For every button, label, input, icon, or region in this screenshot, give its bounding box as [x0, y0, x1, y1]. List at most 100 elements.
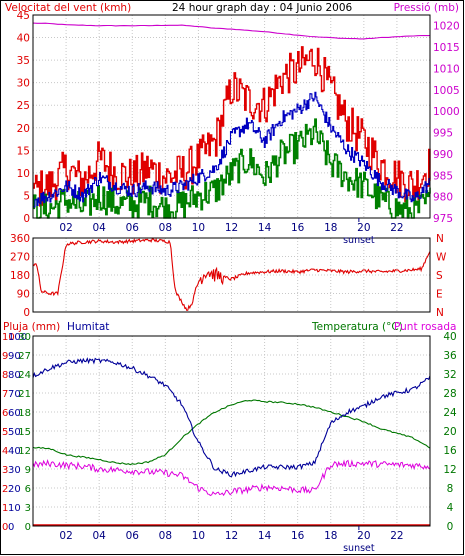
wind-speed-tick: 45 [17, 10, 30, 22]
x-tick-label: 18 [324, 222, 337, 234]
wind-gust-line [33, 46, 431, 207]
wind-avg-line [33, 91, 431, 208]
direction-tick: 0 [23, 307, 30, 319]
sunset-label: sunset [343, 543, 375, 554]
humidity-axis-label: Humitat [67, 321, 109, 333]
humidity-tick: 80 [8, 370, 21, 381]
temperature-left-tick: 0 [25, 522, 31, 533]
direction-tick: 360 [10, 233, 30, 245]
rain-tick: 3 [2, 465, 8, 476]
temperature-right-tick: 4 [447, 502, 454, 514]
rain-axis-label: Pluja (mm) [3, 321, 60, 333]
x-tick-label: 12 [225, 222, 238, 234]
temperature-right-tick: 0 [447, 521, 454, 533]
sunset-label: sunset [343, 235, 375, 246]
temperature-left-tick: 18 [18, 408, 31, 419]
humidity-tick: 10 [8, 503, 21, 514]
pressure-tick: 980 [433, 192, 453, 204]
rain-tick: 4 [2, 446, 8, 457]
x-tick-label: 08 [159, 530, 172, 542]
temperature-right-tick: 16 [443, 445, 457, 457]
x-tick-label: 20 [357, 530, 370, 542]
direction-tick: 90 [17, 289, 30, 301]
temperature-left-tick: 24 [18, 370, 31, 381]
wind-speed-tick: 40 [17, 33, 30, 45]
compass-label: W [436, 252, 447, 264]
rain-tick: 5 [2, 427, 8, 438]
wind-speed-tick: 15 [17, 145, 30, 157]
wind-speed-axis-label: Velocitat del vent (kmh) [5, 2, 131, 14]
temperature-right-tick: 20 [443, 426, 456, 438]
rain-tick: 2 [2, 484, 8, 495]
x-tick-label: 02 [59, 222, 72, 234]
rain-tick: 9 [2, 351, 8, 362]
temperature-left-tick: 9 [25, 465, 31, 476]
wind-direction-line [32, 238, 431, 312]
rain-tick: 8 [2, 370, 8, 381]
wind-speed-tick: 5 [23, 190, 30, 202]
temperature-right-tick: 40 [443, 331, 456, 343]
x-tick-label: 14 [258, 222, 272, 234]
wind-speed-tick: 30 [17, 78, 30, 90]
compass-label: N [436, 307, 444, 319]
series-layer [32, 22, 431, 526]
x-tick-label: 20 [357, 222, 370, 234]
pressure-tick: 1000 [433, 106, 460, 118]
temperature-line [32, 399, 431, 466]
rain-tick: 7 [2, 389, 8, 400]
wind-speed-tick: 20 [17, 123, 30, 135]
rain-tick: 1 [2, 503, 8, 514]
temperature-left-tick: 27 [18, 351, 31, 362]
humidity-tick: 40 [8, 446, 21, 457]
temperature-left-tick: 3 [25, 503, 31, 514]
temperature-axis-label: Temperatura (°C) [311, 321, 403, 333]
compass-label: N [436, 233, 444, 245]
temperature-left-tick: 15 [18, 427, 31, 438]
wind-speed-tick: 10 [17, 168, 30, 180]
rain-tick: 6 [2, 408, 8, 419]
rain-tick: 10 [2, 332, 15, 343]
temperature-left-tick: 6 [25, 484, 31, 495]
wind-min-line [33, 118, 431, 219]
wind-speed-tick: 0 [23, 213, 30, 225]
temperature-left-tick: 30 [18, 332, 31, 343]
compass-label: E [436, 289, 443, 301]
chart-title: 24 hour graph day : 04 Junio 2006 [172, 2, 353, 14]
temperature-right-tick: 28 [443, 388, 456, 400]
pressure-line [32, 22, 430, 40]
pressure-tick: 1015 [433, 42, 460, 54]
plot-frame-1 [32, 14, 431, 219]
pressure-tick: 990 [433, 149, 453, 161]
x-tick-label: 18 [324, 530, 337, 542]
dewpoint-axis-label: Punt rosada [394, 321, 456, 333]
humidity-tick: 30 [8, 465, 21, 476]
temperature-right-tick: 12 [443, 464, 456, 476]
humidity-tick: 50 [8, 427, 21, 438]
wind-speed-tick: 25 [17, 100, 30, 112]
humidity-tick: 60 [8, 408, 21, 419]
x-tick-label: 02 [59, 530, 72, 542]
x-tick-label: 14 [258, 530, 272, 542]
temperature-left-tick: 21 [18, 389, 31, 400]
pressure-tick: 1010 [433, 63, 460, 75]
plot-frame-2 [32, 237, 431, 313]
rain-tick: 0 [2, 522, 8, 533]
pressure-tick: 985 [433, 170, 453, 182]
humidity-tick: 100 [8, 332, 27, 343]
pressure-tick: 1005 [433, 85, 460, 97]
direction-tick: 180 [10, 270, 30, 282]
frames-layer [32, 14, 431, 530]
pressure-tick: 995 [433, 128, 453, 140]
x-tick-label: 04 [92, 222, 106, 234]
pressure-axis-label: Pressió (mb) [394, 2, 459, 14]
direction-tick: 270 [10, 252, 30, 264]
compass-label: S [436, 270, 443, 282]
humidity-tick: 0 [8, 522, 14, 533]
humidity-tick: 20 [8, 484, 21, 495]
x-tick-label: 22 [390, 222, 403, 234]
x-tick-label: 10 [192, 530, 205, 542]
temperature-left-tick: 12 [18, 446, 31, 457]
wind-speed-tick: 35 [17, 55, 30, 67]
